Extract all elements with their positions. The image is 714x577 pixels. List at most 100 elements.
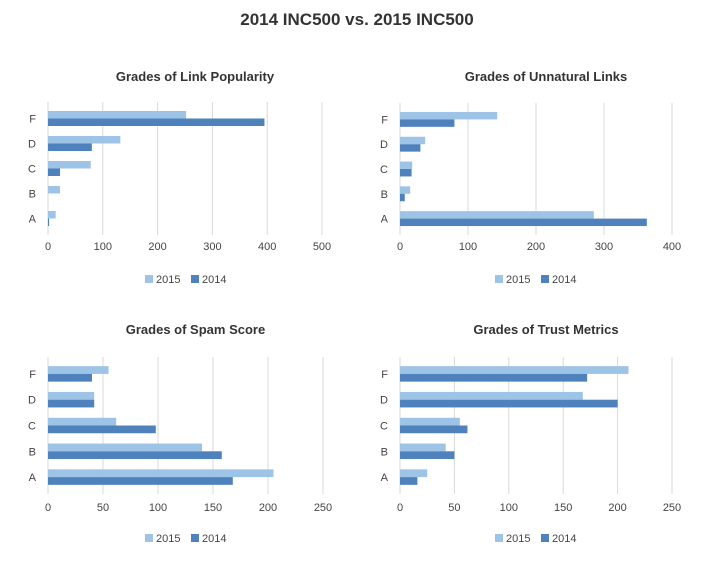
y-category-label: D <box>380 395 388 407</box>
bar-2014-A <box>400 218 647 227</box>
x-tick-label: 100 <box>149 502 167 514</box>
chart-title: Grades of Link Popularity <box>116 69 275 84</box>
y-category-label: F <box>381 114 388 126</box>
bar-2014-D <box>48 143 92 151</box>
legend-swatch-2015 <box>145 275 153 283</box>
legend-swatch-2015 <box>145 534 153 542</box>
legend-label: 2015 <box>156 274 180 286</box>
chart-svg: Grades of Link Popularity 0 100 200 300 400 50… <box>28 69 331 286</box>
y-category-label: F <box>381 369 388 381</box>
x-tick-label: 100 <box>500 502 518 514</box>
y-category-label: D <box>28 395 36 407</box>
bar-2015-C <box>400 161 413 169</box>
legend-swatch-2015 <box>495 534 503 542</box>
x-tick-label: 50 <box>97 502 109 514</box>
bar-2015-D <box>400 391 583 400</box>
bar-2015-A <box>400 211 594 219</box>
x-tick-label: 50 <box>448 502 460 514</box>
bar-2015-A <box>400 469 428 478</box>
y-category-label: C <box>28 421 36 433</box>
y-category-label: A <box>29 472 37 484</box>
bar-2015-A <box>48 211 56 219</box>
y-category-label: C <box>380 164 388 176</box>
y-category-label: A <box>381 214 389 226</box>
x-tick-label: 300 <box>595 241 613 253</box>
page-title: 2014 INC500 vs. 2015 INC500 <box>240 10 474 29</box>
x-tick-label: 0 <box>45 502 51 514</box>
x-tick-label: 200 <box>259 502 277 514</box>
bar-2015-F <box>48 366 109 374</box>
y-category-label: B <box>381 446 388 458</box>
y-category-label: B <box>29 446 36 458</box>
chart-svg: Grades of Trust Metrics 0 50 100 150 200 250 A B… <box>380 322 681 545</box>
chart-svg: Grades of Spam Score 0 50 100 150 200 250 A B C D F… <box>28 322 332 545</box>
y-category-label: D <box>380 139 388 151</box>
bar-2014-D <box>400 144 421 152</box>
legend-swatch-2014 <box>191 275 199 283</box>
chart-svg: Grades of Unnatural Links 0 100 200 300 400 A B… <box>380 69 681 286</box>
bar-2014-B <box>400 193 405 202</box>
bar-2014-C <box>48 425 156 434</box>
bar-2014-C <box>400 425 468 434</box>
x-tick-label: 250 <box>314 502 332 514</box>
y-category-label: D <box>28 139 36 151</box>
bar-2014-C <box>48 168 61 176</box>
legend-swatch-2014 <box>541 534 549 542</box>
bar-2015-D <box>48 136 121 144</box>
chart-spam-score: Grades of Spam Score 0 50 100 150 200 250 A B C D F… <box>0 315 357 565</box>
legend-swatch-2014 <box>541 275 549 283</box>
y-category-label: F <box>29 114 36 126</box>
x-tick-label: 150 <box>204 502 222 514</box>
x-tick-label: 0 <box>397 241 403 253</box>
legend-swatch-2014 <box>191 534 199 542</box>
bar-2015-A <box>48 469 274 478</box>
bar-2014-F <box>400 373 588 382</box>
legend-label: 2015 <box>156 533 180 545</box>
bar-2015-D <box>400 136 426 145</box>
bar-2015-B <box>48 186 61 194</box>
bar-2014-C <box>400 169 412 177</box>
x-tick-label: 400 <box>663 241 681 253</box>
chart-title: Grades of Spam Score <box>126 322 265 337</box>
legend-label: 2015 <box>506 274 530 286</box>
y-category-label: A <box>29 214 37 226</box>
bar-2015-C <box>400 417 460 426</box>
x-tick-label: 200 <box>608 502 626 514</box>
bar-2014-A <box>48 218 50 226</box>
legend-label: 2015 <box>506 533 530 545</box>
legend-label: 2014 <box>202 274 226 286</box>
x-tick-label: 100 <box>459 241 477 253</box>
chart-link-popularity: Grades of Link Popularity 0 100 200 300 400 50… <box>0 60 357 300</box>
bar-2015-F <box>400 366 629 374</box>
legend-label: 2014 <box>552 533 576 545</box>
y-category-label: C <box>28 164 36 176</box>
bar-2014-A <box>48 477 233 485</box>
y-category-label: B <box>381 189 388 201</box>
bar-2015-B <box>48 443 202 452</box>
bar-2014-B <box>48 451 222 460</box>
x-tick-label: 150 <box>554 502 572 514</box>
x-tick-label: 0 <box>45 241 51 253</box>
bar-2014-F <box>400 119 455 127</box>
x-tick-label: 100 <box>94 241 112 253</box>
x-tick-label: 200 <box>148 241 166 253</box>
legend-label: 2014 <box>202 533 226 545</box>
bar-2015-F <box>400 111 498 120</box>
legend-label: 2014 <box>552 274 576 286</box>
x-tick-label: 0 <box>397 502 403 514</box>
legend-swatch-2015 <box>495 275 503 283</box>
bar-2014-D <box>400 399 618 408</box>
x-tick-label: 400 <box>258 241 276 253</box>
chart-unnatural-links: Grades of Unnatural Links 0 100 200 300 400 A B… <box>357 60 714 300</box>
bar-2014-F <box>48 373 92 382</box>
bar-2014-A <box>400 477 418 485</box>
chart-title: Grades of Trust Metrics <box>473 322 618 337</box>
bar-2015-B <box>400 186 411 194</box>
x-tick-label: 300 <box>203 241 221 253</box>
chart-trust-metrics: Grades of Trust Metrics 0 50 100 150 200 250 A B… <box>357 315 714 565</box>
y-category-label: A <box>381 472 389 484</box>
x-tick-label: 200 <box>527 241 545 253</box>
bar-2015-C <box>48 417 117 426</box>
chart-title: Grades of Unnatural Links <box>465 69 628 84</box>
x-tick-label: 500 <box>313 241 331 253</box>
